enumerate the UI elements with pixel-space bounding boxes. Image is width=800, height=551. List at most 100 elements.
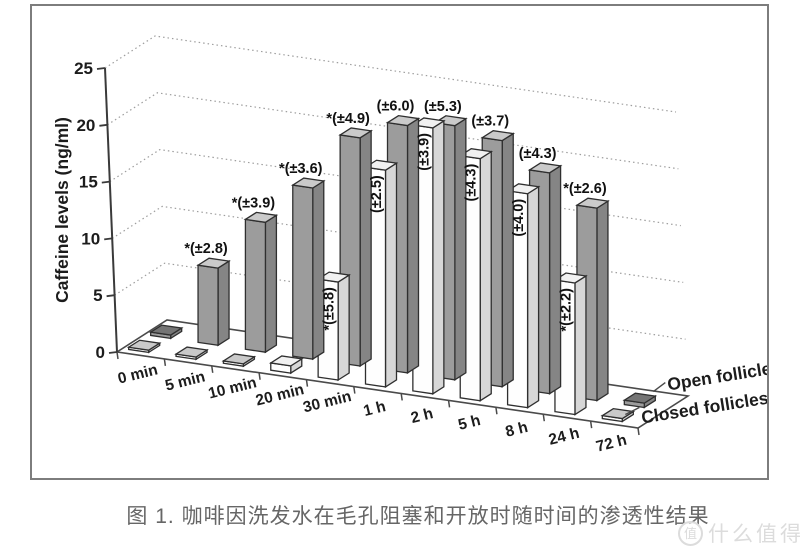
y-tick	[104, 237, 113, 241]
watermark-logo-icon: 值	[678, 520, 703, 546]
x-tick	[447, 400, 451, 408]
bar-top-face	[575, 197, 610, 209]
y-tick	[106, 294, 115, 298]
bar-top-face	[385, 114, 421, 127]
x-tick	[542, 414, 546, 422]
x-tick	[589, 420, 593, 429]
bar-closed-72h	[600, 407, 636, 423]
x-tick	[353, 386, 356, 394]
legend-leader-open	[652, 381, 666, 393]
bar-top-face	[148, 324, 184, 336]
legend-leader-closed	[625, 406, 640, 416]
bar-closed-0min	[126, 339, 162, 354]
annotation-open-24h: *(±2.6)	[563, 181, 607, 197]
x-category-label: 0 min	[116, 361, 159, 387]
bar-open-10min	[243, 211, 279, 354]
bar-closed-5min	[174, 346, 209, 361]
x-category-label: 20 min	[254, 381, 306, 409]
annotation-open-1h: (±6.0)	[377, 99, 415, 115]
bar-top-face	[363, 159, 399, 171]
bar-open-72h	[622, 392, 658, 409]
bar-top-face	[411, 117, 446, 129]
x-category-label: 5 min	[163, 368, 206, 394]
bar-side-face	[217, 259, 230, 347]
bar-top-face	[622, 392, 658, 404]
bar-side-face	[526, 185, 540, 409]
x-category-label: 8 h	[504, 419, 530, 441]
annotation-closed-30min: *(±5.8)	[322, 287, 338, 331]
x-tick	[305, 379, 309, 387]
bar-top-face	[126, 339, 162, 351]
annotation-closed-1h: (±2.5)	[369, 175, 385, 213]
y-tick-label: 10	[81, 229, 100, 248]
bar-side-face	[337, 273, 350, 382]
bar-top-face	[553, 272, 588, 284]
bar-top-face	[458, 148, 494, 160]
annotation-closed-8h: (±4.0)	[511, 199, 527, 237]
annotation-open-5min: *(±2.8)	[184, 241, 228, 257]
bar-top-face	[243, 211, 279, 223]
y-tick	[99, 123, 108, 127]
annotation-closed-2h: (±3.9)	[416, 133, 432, 171]
x-category-label: 10 min	[207, 374, 259, 402]
bar-open-20min	[290, 177, 326, 361]
bar-side-face	[574, 274, 587, 416]
y-tick-label: 0	[96, 343, 105, 362]
y-tick	[101, 180, 110, 184]
y-tick-label: 20	[76, 116, 95, 135]
bar-side-face	[454, 117, 467, 382]
bar-side-face	[359, 129, 372, 368]
x-tick	[210, 365, 214, 373]
bar-side-face	[312, 179, 325, 361]
annotation-closed-5h: (±4.3)	[464, 164, 480, 202]
bar-side-face	[479, 150, 492, 402]
x-category-label: 30 min	[301, 388, 353, 416]
y-tick-label: 5	[93, 286, 102, 305]
caption-row: 图 1. 咖啡因洗发水在毛孔阻塞和开放时随时间的渗透性结果	[0, 500, 800, 530]
bar-front-face	[292, 184, 314, 360]
bar-top-face	[505, 183, 541, 195]
y-axis-title: Caffeine levels (ng/ml)	[52, 117, 72, 303]
x-tick	[163, 358, 167, 367]
figure-frame: 0 5 10 15 20 25 Caffeine levels (ng/ml) 0 min 5 …	[30, 4, 769, 480]
bar-top-face	[196, 257, 231, 269]
y-axis	[104, 67, 118, 353]
annotation-open-5h: (±3.7)	[471, 114, 509, 130]
figure-caption: 图 1. 咖啡因洗发水在毛孔阻塞和开放时随时间的渗透性结果	[126, 505, 710, 528]
bar-top-face	[221, 353, 257, 365]
x-category-label: 24 h	[547, 425, 581, 449]
x-tick	[495, 407, 498, 415]
annotation-open-2h: (±5.3)	[424, 99, 462, 115]
bar-front-face	[197, 264, 219, 347]
bar-top-face	[527, 162, 563, 174]
bar-top-face	[290, 177, 326, 189]
annotation-open-8h: (±4.3)	[519, 146, 557, 162]
annotation-open-20min: *(±3.6)	[279, 161, 323, 177]
x-tick	[637, 427, 640, 436]
bar-side-face	[596, 199, 609, 402]
bar-top-face	[600, 407, 636, 420]
bar-open-5min	[196, 257, 231, 347]
y-tick	[96, 67, 106, 70]
bar-top-face	[316, 271, 351, 283]
bar-front-face	[244, 218, 267, 353]
annotation-open-30min: *(±4.9)	[326, 111, 370, 127]
x-tick	[258, 372, 261, 380]
x-category-label: 1 h	[362, 398, 388, 420]
watermark-text: 什么值得买	[708, 523, 800, 546]
annotation-closed-24h: *(±2.2)	[558, 288, 574, 332]
bar-top-face	[338, 127, 373, 139]
x-category-label: 5 h	[456, 412, 482, 434]
y-tick-label: 25	[74, 59, 93, 78]
y-tick	[108, 351, 118, 354]
bar-side-face	[548, 164, 562, 395]
bar-closed-10min	[221, 353, 257, 368]
bar-top-face	[174, 346, 209, 358]
annotation-open-10min: *(±3.9)	[232, 195, 276, 211]
x-category-label: 2 h	[409, 405, 435, 427]
bar-side-face	[501, 132, 514, 388]
gridline	[104, 35, 677, 113]
bar-side-face	[264, 214, 278, 354]
